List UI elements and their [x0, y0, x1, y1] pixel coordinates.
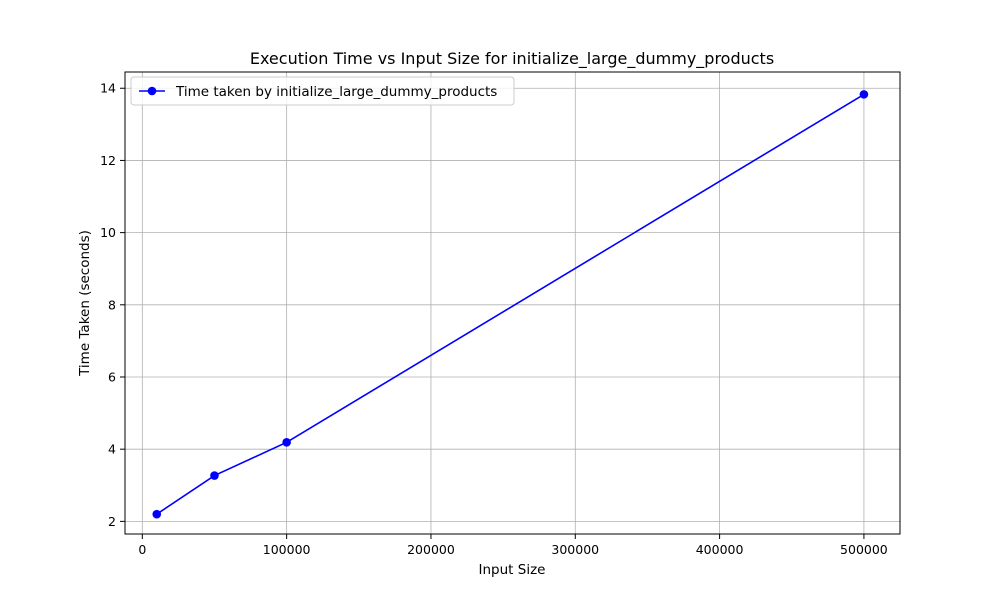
grid: [125, 72, 900, 534]
legend-marker-swatch: [147, 86, 157, 96]
y-axis-label: Time Taken (seconds): [77, 230, 93, 377]
x-tick-label: 200000: [407, 542, 455, 557]
y-tick-label: 8: [108, 297, 116, 312]
legend-box: [130, 76, 515, 106]
data-point: [859, 90, 869, 99]
y-tick-label: 12: [100, 153, 116, 168]
y-axis-ticks: 2 4 6 8 10 12 14: [100, 81, 125, 529]
y-tick-label: 14: [100, 81, 116, 96]
x-tick-label: 500000: [840, 542, 888, 557]
series-layer: [152, 90, 869, 519]
chart-title: Execution Time vs Input Size for initial…: [250, 49, 774, 69]
legend-label: Time taken by initialize_large_dummy_pro…: [175, 84, 497, 100]
y-tick-label: 2: [108, 514, 116, 529]
data-point: [210, 471, 219, 480]
data-point: [152, 509, 162, 519]
x-tick-label: 300000: [551, 542, 599, 557]
x-tick-label: 0: [138, 542, 146, 557]
data-point: [282, 438, 291, 447]
x-tick-label: 400000: [696, 542, 744, 557]
series-line: [156, 93, 865, 515]
x-axis-ticks: 0 100000 200000 300000 400000 500000: [138, 534, 888, 557]
y-tick-label: 10: [100, 225, 116, 240]
plot-frame: [124, 71, 901, 535]
x-tick-label: 100000: [263, 542, 311, 557]
legend: Time taken by initialize_large_dummy_pro…: [130, 76, 515, 106]
x-axis-label: Input Size: [479, 562, 546, 578]
y-tick-label: 6: [108, 369, 116, 384]
y-tick-label: 4: [108, 442, 116, 457]
